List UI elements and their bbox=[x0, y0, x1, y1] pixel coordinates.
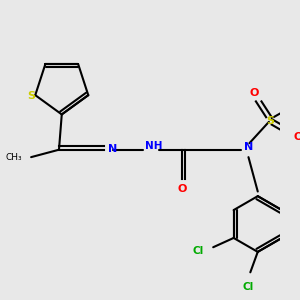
Text: S: S bbox=[266, 116, 274, 126]
Text: Cl: Cl bbox=[193, 246, 204, 256]
Text: NH: NH bbox=[146, 141, 163, 151]
Text: N: N bbox=[244, 142, 253, 152]
Text: S: S bbox=[28, 91, 35, 101]
Text: CH₃: CH₃ bbox=[5, 153, 22, 162]
Text: N: N bbox=[108, 144, 118, 154]
Text: O: O bbox=[178, 184, 187, 194]
Text: O: O bbox=[293, 132, 300, 142]
Text: O: O bbox=[249, 88, 259, 98]
Text: Cl: Cl bbox=[243, 282, 254, 292]
